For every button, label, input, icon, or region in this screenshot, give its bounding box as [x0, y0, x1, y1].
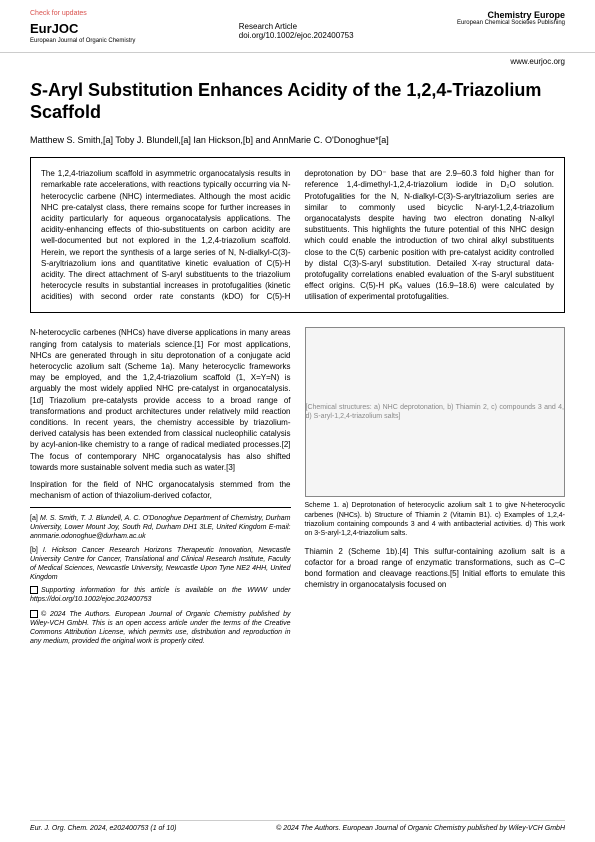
abstract: The 1,2,4-triazolium scaffold in asymmet… — [30, 157, 565, 313]
header-right: Chemistry Europe European Chemical Socie… — [457, 10, 565, 26]
page-footer: Eur. J. Org. Chem. 2024, e202400753 (1 o… — [30, 820, 565, 832]
url-bar[interactable]: www.eurjoc.org — [0, 53, 595, 70]
license-icon — [30, 610, 38, 618]
body-p2: Inspiration for the field of NHC organoc… — [30, 479, 291, 501]
footer-left: Eur. J. Org. Chem. 2024, e202400753 (1 o… — [30, 825, 176, 832]
header-center: Research Article doi.org/10.1002/ejoc.20… — [239, 22, 354, 40]
left-column: N-heterocyclic carbenes (NHCs) have dive… — [30, 327, 291, 646]
aff-a-label: [a] — [30, 515, 38, 522]
page-header: Check for updates EurJOC European Journa… — [0, 0, 595, 53]
journal-logo: EurJOC — [30, 21, 135, 36]
journal-subtitle: European Journal of Organic Chemistry — [30, 38, 135, 44]
supp-icon — [30, 586, 38, 594]
body-columns: N-heterocyclic carbenes (NHCs) have dive… — [30, 327, 565, 646]
publisher-sub: European Chemical Societies Publishing — [457, 20, 565, 26]
supp-text: Supporting information for this article … — [30, 587, 291, 603]
article-title: S-Aryl Substitution Enhances Acidity of … — [30, 80, 565, 123]
body-p3: Thiamin 2 (Scheme 1b).[4] This sulfur-co… — [305, 546, 566, 591]
title-italic: S — [30, 80, 42, 100]
aff-a-text: M. S. Smith, T. J. Blundell, A. C. O'Don… — [30, 515, 291, 540]
copyright-text: © 2024 The Authors. European Journal of … — [30, 611, 291, 645]
right-column: [Chemical structures: a) NHC deprotonati… — [305, 327, 566, 646]
body-p1: N-heterocyclic carbenes (NHCs) have dive… — [30, 327, 291, 472]
publisher-name: Chemistry Europe — [457, 10, 565, 20]
article-type: Research Article — [239, 22, 354, 31]
divider — [30, 507, 291, 508]
scheme-caption: Scheme 1. a) Deprotonation of heterocycl… — [305, 501, 566, 537]
scheme-figure: [Chemical structures: a) NHC deprotonati… — [305, 327, 566, 497]
title-rest: -Aryl Substitution Enhances Acidity of t… — [30, 80, 541, 122]
check-updates-link[interactable]: Check for updates — [30, 10, 135, 17]
authors: Matthew S. Smith,[a] Toby J. Blundell,[a… — [30, 135, 565, 145]
aff-b-text: I. Hickson Cancer Research Horizons Ther… — [30, 547, 291, 581]
affiliations: [a] M. S. Smith, T. J. Blundell, A. C. O… — [30, 514, 291, 646]
main-content: S-Aryl Substitution Enhances Acidity of … — [0, 70, 595, 656]
header-left: Check for updates EurJOC European Journa… — [30, 10, 135, 44]
aff-b-label: [b] — [30, 547, 38, 554]
doi[interactable]: doi.org/10.1002/ejoc.202400753 — [239, 31, 354, 40]
footer-right: © 2024 The Authors. European Journal of … — [276, 825, 565, 832]
